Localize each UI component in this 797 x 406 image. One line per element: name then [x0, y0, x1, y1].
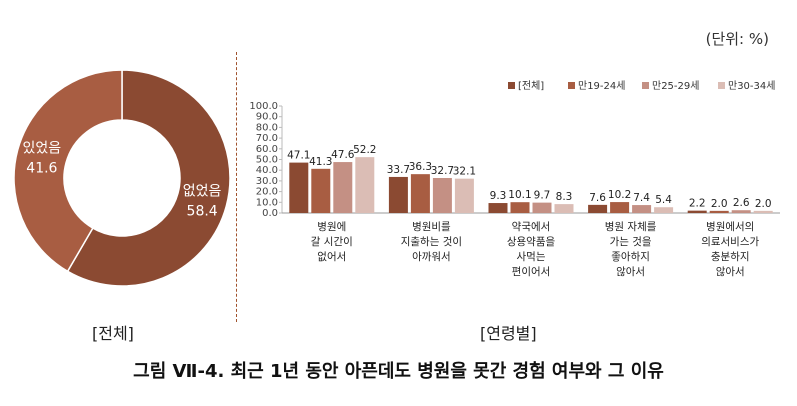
- y-tick-label: 80.0: [256, 122, 278, 133]
- category-label: 갈 시간이: [311, 235, 353, 248]
- pie-slice-value: 41.6: [26, 160, 57, 176]
- bar-value-label: 2.6: [733, 197, 750, 209]
- y-tick-label: 10.0: [256, 197, 278, 208]
- category-label: 사먹는: [517, 251, 546, 263]
- bar-value-label: 9.3: [490, 190, 507, 202]
- category-label: 편이어서: [512, 265, 551, 278]
- bar-value-label: 10.2: [608, 189, 631, 201]
- category-label: 아까워서: [412, 250, 451, 263]
- bar-value-label: 9.7: [534, 190, 551, 202]
- bar: [432, 178, 452, 213]
- bar: [687, 210, 707, 213]
- bar: [289, 162, 309, 213]
- y-tick-label: 30.0: [256, 176, 278, 187]
- category-label: 않아서: [616, 266, 645, 278]
- bar: [654, 207, 674, 213]
- bar: [588, 204, 608, 213]
- bar-value-label: 2.2: [689, 198, 706, 210]
- y-tick-label: 50.0: [256, 155, 278, 166]
- bar: [554, 204, 574, 213]
- pie-slice: [13, 69, 123, 273]
- category-label: 병원 자체를: [605, 221, 657, 233]
- y-tick-label: 100.0: [250, 101, 278, 112]
- unit-label: (단위: %): [705, 30, 769, 48]
- bar: [333, 162, 353, 213]
- bar: [311, 168, 331, 213]
- y-tick-label: 40.0: [256, 165, 278, 176]
- bar: [532, 202, 552, 213]
- legend-label: [전체]: [518, 80, 544, 92]
- bar: [355, 157, 375, 213]
- bar-value-label: 7.4: [633, 192, 650, 204]
- bar-value-label: 33.7: [387, 164, 410, 176]
- legend-label: 만19-24세: [578, 80, 625, 92]
- pie-slice-label: 있었음: [23, 140, 62, 156]
- bar: [709, 210, 729, 213]
- bar: [610, 202, 630, 213]
- bar: [410, 174, 430, 213]
- legend-swatch: [642, 82, 649, 89]
- category-label: 없어서: [317, 250, 346, 263]
- figure-caption: 그림 Ⅶ-4. 최근 1년 동안 아픈데도 병원을 못간 경험 여부와 그 이유: [133, 361, 664, 382]
- donut-chart: 없었음 58.4 있었음 41.6: [13, 69, 231, 287]
- pie-slice-value: 58.4: [187, 204, 218, 220]
- bar-chart: [전체] 만19-24세 만25-29세 만30-34세 100.090.080.070…: [250, 80, 780, 278]
- right-chart-label: [연령별]: [480, 324, 537, 343]
- bar-value-label: 32.7: [431, 165, 454, 177]
- bar: [731, 210, 751, 213]
- legend-label: 만30-34세: [728, 80, 775, 92]
- bar-value-label: 7.6: [589, 192, 606, 204]
- left-chart-label: [전체]: [92, 324, 134, 343]
- legend-swatch: [508, 82, 515, 89]
- category-label: 상용약품을: [507, 236, 556, 248]
- category-label: 지출하는 것이: [401, 235, 462, 248]
- category-label: 병원에서의: [706, 221, 754, 233]
- legend-swatch: [568, 82, 575, 89]
- divider: [236, 52, 237, 322]
- bar-value-label: 47.6: [331, 149, 355, 161]
- y-tick-label: 70.0: [256, 133, 278, 144]
- y-tick-label: 20.0: [256, 187, 278, 198]
- bar: [753, 210, 773, 213]
- pie-slice-label: 없었음: [183, 184, 222, 200]
- bar-value-label: 10.1: [508, 189, 531, 201]
- bar-value-label: 2.0: [711, 198, 728, 210]
- bar-value-label: 2.0: [755, 198, 772, 210]
- y-tick-label: 0.0: [262, 208, 278, 219]
- category-label: 약국에서: [512, 221, 551, 233]
- category-label: 않아서: [716, 266, 745, 278]
- category-label: 의료서비스가: [701, 236, 759, 248]
- category-label: 충분하지: [711, 250, 750, 263]
- legend-swatch: [718, 82, 725, 89]
- legend-label: 만25-29세: [652, 80, 699, 92]
- bar: [632, 205, 652, 213]
- bar: [388, 176, 408, 213]
- bar-value-label: 41.3: [309, 156, 332, 168]
- bar-value-label: 36.3: [409, 161, 432, 173]
- bar-value-label: 52.2: [353, 144, 376, 156]
- category-label: 가는 것을: [610, 236, 652, 248]
- bar: [454, 178, 474, 213]
- y-tick-label: 90.0: [256, 112, 278, 123]
- pie-slice: [66, 69, 231, 287]
- bar-value-label: 32.1: [453, 166, 476, 178]
- category-label: 병원에: [317, 221, 346, 233]
- bar-value-label: 5.4: [655, 194, 672, 206]
- y-tick-label: 60.0: [256, 144, 278, 155]
- category-label: 병원비를: [412, 221, 451, 233]
- bar: [510, 202, 530, 213]
- bar-value-label: 8.3: [556, 191, 573, 203]
- category-label: 좋아하지: [611, 250, 650, 263]
- bar-value-label: 47.1: [287, 150, 310, 162]
- bar: [488, 203, 508, 213]
